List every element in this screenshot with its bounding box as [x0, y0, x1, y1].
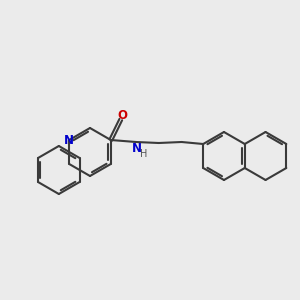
Text: N: N [132, 142, 142, 155]
Text: N: N [64, 134, 74, 146]
Text: O: O [118, 109, 128, 122]
Text: H: H [140, 149, 148, 159]
